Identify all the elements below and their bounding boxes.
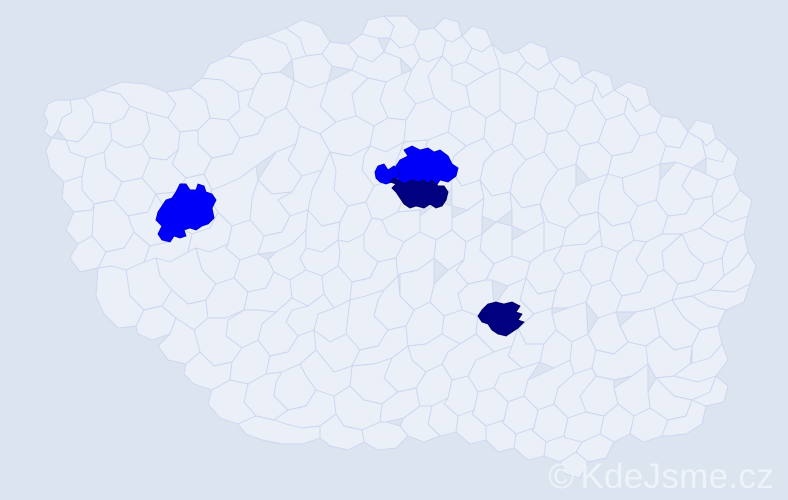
copyright-icon: © (548, 457, 575, 496)
district[interactable] (559, 451, 589, 479)
highlighted-district-praha[interactable] (389, 177, 449, 209)
highlighted-district-central[interactable] (395, 145, 459, 187)
district[interactable] (361, 421, 409, 451)
watermark: © KdeJsme.cz (548, 459, 774, 494)
district[interactable] (691, 375, 729, 407)
highlighted-district-west[interactable] (155, 183, 217, 243)
district[interactable] (661, 399, 707, 437)
district-layer (43, 15, 757, 479)
district[interactable] (237, 415, 321, 445)
district[interactable] (485, 419, 517, 453)
district[interactable] (513, 427, 547, 461)
highlighted-district-southeast[interactable] (477, 301, 525, 337)
district[interactable] (543, 435, 583, 463)
district[interactable] (319, 413, 365, 451)
watermark-text: KdeJsme.cz (580, 457, 774, 496)
district[interactable] (455, 409, 487, 445)
